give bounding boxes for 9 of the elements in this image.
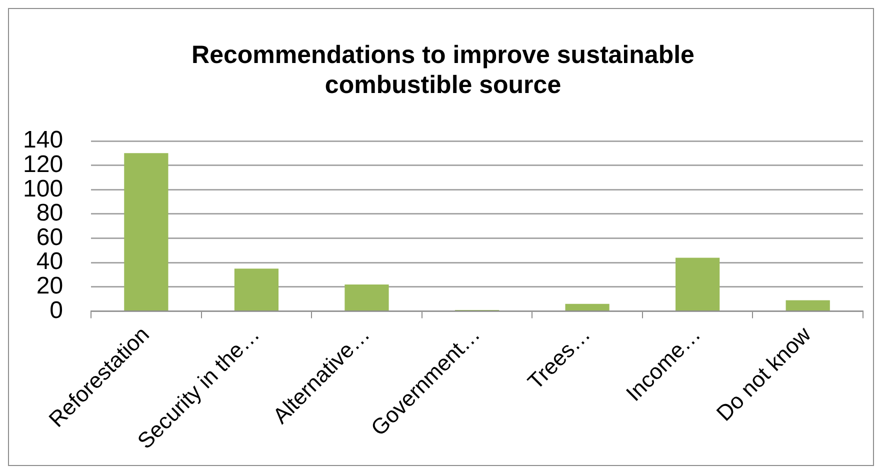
bar bbox=[565, 304, 610, 310]
bar bbox=[676, 258, 720, 310]
chart-title: Recommendations to improve sustainable combustible source bbox=[192, 40, 695, 99]
bar bbox=[786, 300, 830, 310]
y-tick-label: 100 bbox=[22, 175, 64, 202]
bar bbox=[344, 284, 389, 310]
bar bbox=[124, 153, 168, 310]
y-tick-label: 40 bbox=[36, 248, 64, 276]
bar bbox=[234, 268, 279, 310]
